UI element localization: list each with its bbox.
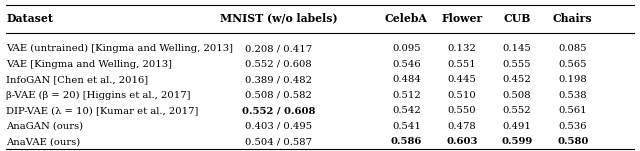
Text: 0.580: 0.580	[557, 137, 589, 146]
Text: 0.208 / 0.417: 0.208 / 0.417	[245, 44, 312, 53]
Text: 0.599: 0.599	[502, 137, 532, 146]
Text: 0.484: 0.484	[392, 75, 421, 84]
Text: 0.538: 0.538	[559, 91, 587, 100]
Text: InfoGAN [Chen et al., 2016]: InfoGAN [Chen et al., 2016]	[6, 75, 148, 84]
Text: 0.565: 0.565	[559, 60, 587, 69]
Text: β-VAE (β = 20) [Higgins et al., 2017]: β-VAE (β = 20) [Higgins et al., 2017]	[6, 91, 191, 100]
Text: 0.541: 0.541	[392, 122, 421, 131]
Text: AnaGAN (ours): AnaGAN (ours)	[6, 122, 84, 131]
Text: 0.389 / 0.482: 0.389 / 0.482	[245, 75, 312, 84]
Text: 0.508: 0.508	[503, 91, 531, 100]
Text: 0.478: 0.478	[448, 122, 476, 131]
Text: 0.504 / 0.587: 0.504 / 0.587	[245, 137, 312, 146]
Text: 0.508 / 0.582: 0.508 / 0.582	[245, 91, 312, 100]
Text: 0.542: 0.542	[392, 106, 420, 115]
Text: 0.085: 0.085	[559, 44, 587, 53]
Text: 0.603: 0.603	[446, 137, 478, 146]
Text: 0.555: 0.555	[503, 60, 531, 69]
Text: 0.586: 0.586	[390, 137, 422, 146]
Text: Dataset: Dataset	[6, 13, 53, 24]
Text: CUB: CUB	[504, 13, 531, 24]
Text: 0.145: 0.145	[502, 44, 532, 53]
Text: 0.561: 0.561	[559, 106, 587, 115]
Text: 0.550: 0.550	[448, 106, 476, 115]
Text: VAE (untrained) [Kingma and Welling, 2013]: VAE (untrained) [Kingma and Welling, 201…	[6, 44, 234, 53]
Text: 0.552: 0.552	[503, 106, 531, 115]
Text: VAE [Kingma and Welling, 2013]: VAE [Kingma and Welling, 2013]	[6, 60, 172, 69]
Text: 0.452: 0.452	[503, 75, 531, 84]
Text: 0.546: 0.546	[392, 60, 420, 69]
Text: 0.403 / 0.495: 0.403 / 0.495	[245, 122, 312, 131]
Text: 0.491: 0.491	[502, 122, 532, 131]
Text: DIP-VAE (λ = 10) [Kumar et al., 2017]: DIP-VAE (λ = 10) [Kumar et al., 2017]	[6, 106, 199, 115]
Text: 0.512: 0.512	[392, 91, 420, 100]
Text: 0.552 / 0.608: 0.552 / 0.608	[242, 106, 315, 115]
Text: Chairs: Chairs	[553, 13, 593, 24]
Text: CelebA: CelebA	[385, 13, 428, 24]
Text: 0.445: 0.445	[447, 75, 477, 84]
Text: AnaVAE (ours): AnaVAE (ours)	[6, 137, 81, 146]
Text: 0.510: 0.510	[448, 91, 476, 100]
Text: 0.198: 0.198	[559, 75, 587, 84]
Text: Flower: Flower	[442, 13, 483, 24]
Text: 0.536: 0.536	[559, 122, 587, 131]
Text: MNIST (w/o labels): MNIST (w/o labels)	[220, 13, 337, 24]
Text: 0.095: 0.095	[392, 44, 420, 53]
Text: 0.552 / 0.608: 0.552 / 0.608	[245, 60, 312, 69]
Text: 0.551: 0.551	[448, 60, 476, 69]
Text: 0.132: 0.132	[448, 44, 476, 53]
